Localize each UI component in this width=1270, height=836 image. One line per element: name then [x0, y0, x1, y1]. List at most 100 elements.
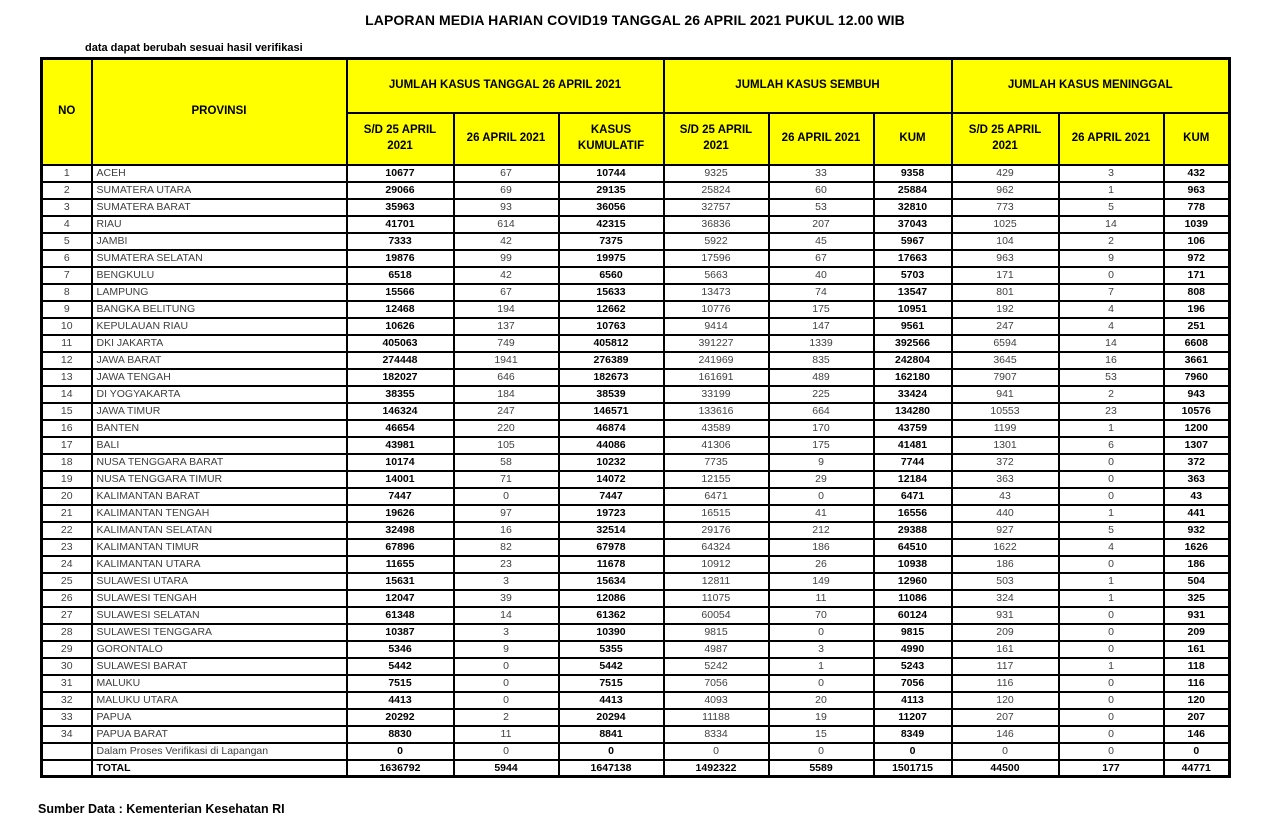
value-cell: 504: [1162, 571, 1231, 591]
table-row: 9 BANGKA BELITUNG 12468 194 12662 10776 175 109…: [40, 299, 1231, 319]
value-cell: 16515: [662, 503, 770, 523]
value-cell: 146324: [345, 401, 455, 421]
value-cell: 372: [1162, 452, 1231, 472]
value-cell: 146571: [557, 401, 665, 421]
table-row: 24 KALIMANTAN UTARA 11655 23 11678 10912 26 109…: [40, 554, 1231, 574]
value-cell: 10576: [1162, 401, 1231, 421]
value-cell: 4113: [872, 690, 953, 710]
value-cell: 0: [1057, 724, 1165, 744]
value-cell: 161691: [662, 367, 770, 387]
value-cell: 1025: [950, 214, 1060, 234]
table-row: 29 GORONTALO 5346 9 5355 4987 3 4990 161 0 161: [40, 639, 1231, 659]
value-cell: 4990: [872, 639, 953, 659]
value-cell: 161: [950, 639, 1060, 659]
table-row: 27 SULAWESI SELATAN 61348 14 61362 60054 70 601…: [40, 605, 1231, 625]
row-number: 20: [40, 486, 93, 506]
value-cell: 69: [452, 180, 560, 200]
value-cell: 0: [872, 741, 953, 761]
value-cell: 6471: [662, 486, 770, 506]
header-kasus-kumulatif: KASUS KUMULATIF: [557, 111, 665, 166]
row-number: 34: [40, 724, 93, 744]
value-cell: 29388: [872, 520, 953, 540]
value-cell: 12184: [872, 469, 953, 489]
value-cell: 2: [1057, 231, 1165, 251]
row-number: 25: [40, 571, 93, 591]
value-cell: 4987: [662, 639, 770, 659]
value-cell: 147: [767, 316, 875, 336]
table-row: 11 DKI JAKARTA 405063 749 405812 391227 1339 39…: [40, 333, 1231, 353]
table-row: 17 BALI 43981 105 44086 41306 175 41481 1301 6 130…: [40, 435, 1231, 455]
value-cell: 70: [767, 605, 875, 625]
value-cell: 25884: [872, 180, 953, 200]
value-cell: 37043: [872, 214, 953, 234]
value-cell: 53: [1057, 367, 1165, 387]
row-number: 32: [40, 690, 93, 710]
value-cell: 15566: [345, 282, 455, 302]
value-cell: 120: [950, 690, 1060, 710]
value-cell: 11678: [557, 554, 665, 574]
value-cell: 39: [452, 588, 560, 608]
province-name: KALIMANTAN SELATAN: [90, 520, 348, 540]
value-cell: 0: [767, 673, 875, 693]
row-number: 33: [40, 707, 93, 727]
value-cell: 8841: [557, 724, 665, 744]
value-cell: 7375: [557, 231, 665, 251]
province-name: NUSA TENGGARA TIMUR: [90, 469, 348, 489]
value-cell: 372: [950, 452, 1060, 472]
value-cell: 134280: [872, 401, 953, 421]
value-cell: 12960: [872, 571, 953, 591]
value-cell: 1: [1057, 588, 1165, 608]
value-cell: 440: [950, 503, 1060, 523]
value-cell: 9414: [662, 316, 770, 336]
value-cell: 38355: [345, 384, 455, 404]
value-cell: 209: [1162, 622, 1231, 642]
province-name: RIAU: [90, 214, 348, 234]
value-cell: 1200: [1162, 418, 1231, 438]
value-cell: 146: [1162, 724, 1231, 744]
value-cell: 1647138: [557, 758, 665, 778]
value-cell: 749: [452, 333, 560, 353]
province-name: SUMATERA BARAT: [90, 197, 348, 217]
row-number: 5: [40, 231, 93, 251]
value-cell: 44771: [1162, 758, 1231, 778]
value-cell: 194: [452, 299, 560, 319]
table-row: 20 KALIMANTAN BARAT 7447 0 7447 6471 0 6471 43 0 4…: [40, 486, 1231, 506]
value-cell: 19: [767, 707, 875, 727]
value-cell: 11: [452, 724, 560, 744]
value-cell: 0: [1057, 707, 1165, 727]
value-cell: 43: [1162, 486, 1231, 506]
value-cell: 392566: [872, 333, 953, 353]
value-cell: 104: [950, 231, 1060, 251]
value-cell: 7744: [872, 452, 953, 472]
value-cell: 927: [950, 520, 1060, 540]
value-cell: 186: [767, 537, 875, 557]
province-name: SULAWESI BARAT: [90, 656, 348, 676]
value-cell: 13473: [662, 282, 770, 302]
table-row: 2 SUMATERA UTARA 29066 69 29135 25824 60 25884 9…: [40, 180, 1231, 200]
row-number: [40, 758, 93, 778]
value-cell: 943: [1162, 384, 1231, 404]
value-cell: 6594: [950, 333, 1060, 353]
value-cell: 503: [950, 571, 1060, 591]
province-name: SUMATERA SELATAN: [90, 248, 348, 268]
row-number: 27: [40, 605, 93, 625]
value-cell: 0: [1162, 741, 1231, 761]
value-cell: 7735: [662, 452, 770, 472]
table-row: 18 NUSA TENGGARA BARAT 10174 58 10232 7735 9 77…: [40, 452, 1231, 472]
value-cell: 16: [1057, 350, 1165, 370]
row-number: 1: [40, 163, 93, 183]
value-cell: 0: [1057, 469, 1165, 489]
value-cell: 10744: [557, 163, 665, 183]
value-cell: 5922: [662, 231, 770, 251]
value-cell: 324: [950, 588, 1060, 608]
value-cell: 67896: [345, 537, 455, 557]
value-cell: 120: [1162, 690, 1231, 710]
value-cell: 19975: [557, 248, 665, 268]
value-cell: 8349: [872, 724, 953, 744]
value-cell: 0: [1057, 639, 1165, 659]
value-cell: 162180: [872, 367, 953, 387]
value-cell: 17663: [872, 248, 953, 268]
value-cell: 0: [452, 673, 560, 693]
value-cell: 41701: [345, 214, 455, 234]
value-cell: 116: [950, 673, 1060, 693]
